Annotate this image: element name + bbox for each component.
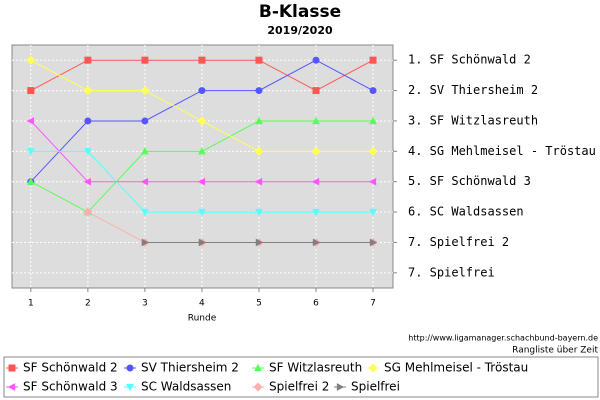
marker: [141, 208, 149, 217]
marker: [198, 147, 206, 155]
source: http://www.ligamanager.schachbund-bayern…: [408, 334, 598, 343]
marker: [312, 208, 320, 217]
chart-title: B-Klasse: [259, 2, 341, 22]
legend-label: SC Waldsassen: [141, 380, 231, 394]
marker: [368, 146, 378, 156]
legend-marker: [126, 364, 134, 372]
legend-label: SG Mehlmeisel - Tröstau: [384, 361, 528, 375]
legend-marker: [7, 383, 16, 391]
marker: [369, 116, 377, 125]
marker: [198, 208, 206, 217]
marker: [368, 177, 377, 186]
legend-marker: [8, 364, 16, 372]
marker: [83, 86, 93, 96]
marker: [369, 56, 377, 64]
legend-marker: [336, 383, 345, 391]
marker: [255, 238, 264, 247]
legend-marker: [368, 363, 378, 373]
marker: [84, 56, 92, 64]
y-tick-label: 7. Spielfrei 2: [408, 235, 509, 249]
marker: [84, 117, 92, 125]
marker: [197, 116, 207, 126]
marker: [141, 56, 149, 64]
legend-marker: [126, 383, 134, 392]
y-tick-label: 7. Spielfrei: [408, 265, 495, 279]
legend-box: [3, 356, 599, 398]
marker: [312, 87, 320, 95]
marker: [141, 117, 149, 125]
marker: [254, 146, 264, 156]
x-tick-label: 1: [28, 299, 34, 309]
marker: [84, 148, 92, 156]
x-tick-label: 6: [313, 299, 319, 309]
legend-label: SV Thiersheim 2: [141, 361, 239, 375]
x-tick-label: 4: [199, 299, 205, 309]
marker: [312, 116, 320, 125]
marker: [140, 177, 149, 186]
marker: [141, 238, 150, 247]
marker: [141, 147, 149, 155]
x-tick-label: 5: [256, 299, 262, 309]
chart-subtitle: 2019/2020: [267, 24, 333, 37]
legend-label: Spielfrei: [351, 380, 400, 394]
plot-area: [11, 44, 394, 289]
marker: [255, 87, 263, 95]
legend-marker: [253, 382, 263, 392]
marker: [312, 238, 321, 247]
marker: [83, 177, 92, 186]
marker: [369, 87, 377, 95]
marker: [26, 148, 35, 156]
marker: [83, 207, 93, 217]
marker: [311, 177, 320, 186]
marker: [254, 177, 263, 186]
marker: [197, 177, 206, 186]
marker: [140, 86, 150, 96]
x-tick-label: 2: [85, 299, 91, 309]
marker: [311, 146, 321, 156]
marker: [27, 87, 35, 95]
y-tick-label: 1. SF Schönwald 2: [408, 53, 531, 67]
legend-label: SF Schönwald 3: [23, 380, 118, 394]
y-tick-label: 2. SV Thiersheim 2: [408, 83, 538, 97]
marker: [369, 238, 378, 247]
x-tick-label: 7: [370, 299, 376, 309]
marker: [26, 55, 36, 65]
marker: [312, 56, 320, 64]
marker: [369, 208, 377, 217]
marker: [255, 208, 263, 217]
y-tick-label: 5. SF Schönwald 3: [408, 174, 531, 188]
marker: [26, 177, 35, 185]
marker: [198, 87, 206, 95]
marker: [198, 238, 207, 247]
marker: [198, 56, 206, 64]
caption: Rangliste über Zeit: [512, 346, 598, 356]
marker: [255, 116, 263, 125]
marker: [26, 117, 34, 125]
legend-label: Spielfrei 2: [269, 380, 329, 394]
y-tick-label: 6. SC Waldsassen: [408, 205, 524, 219]
y-tick-label: 4. SG Mehlmeisel - Tröstau: [408, 144, 596, 158]
x-tick-label: 3: [142, 299, 148, 309]
legend-marker: [254, 363, 262, 372]
x-axis-label: Runde: [188, 314, 217, 324]
legend-label: SF Witzlasreuth: [269, 361, 362, 375]
legend-label: SF Schönwald 2: [23, 361, 118, 375]
y-tick-label: 3. SF Witzlasreuth: [408, 113, 538, 127]
marker: [255, 56, 263, 64]
